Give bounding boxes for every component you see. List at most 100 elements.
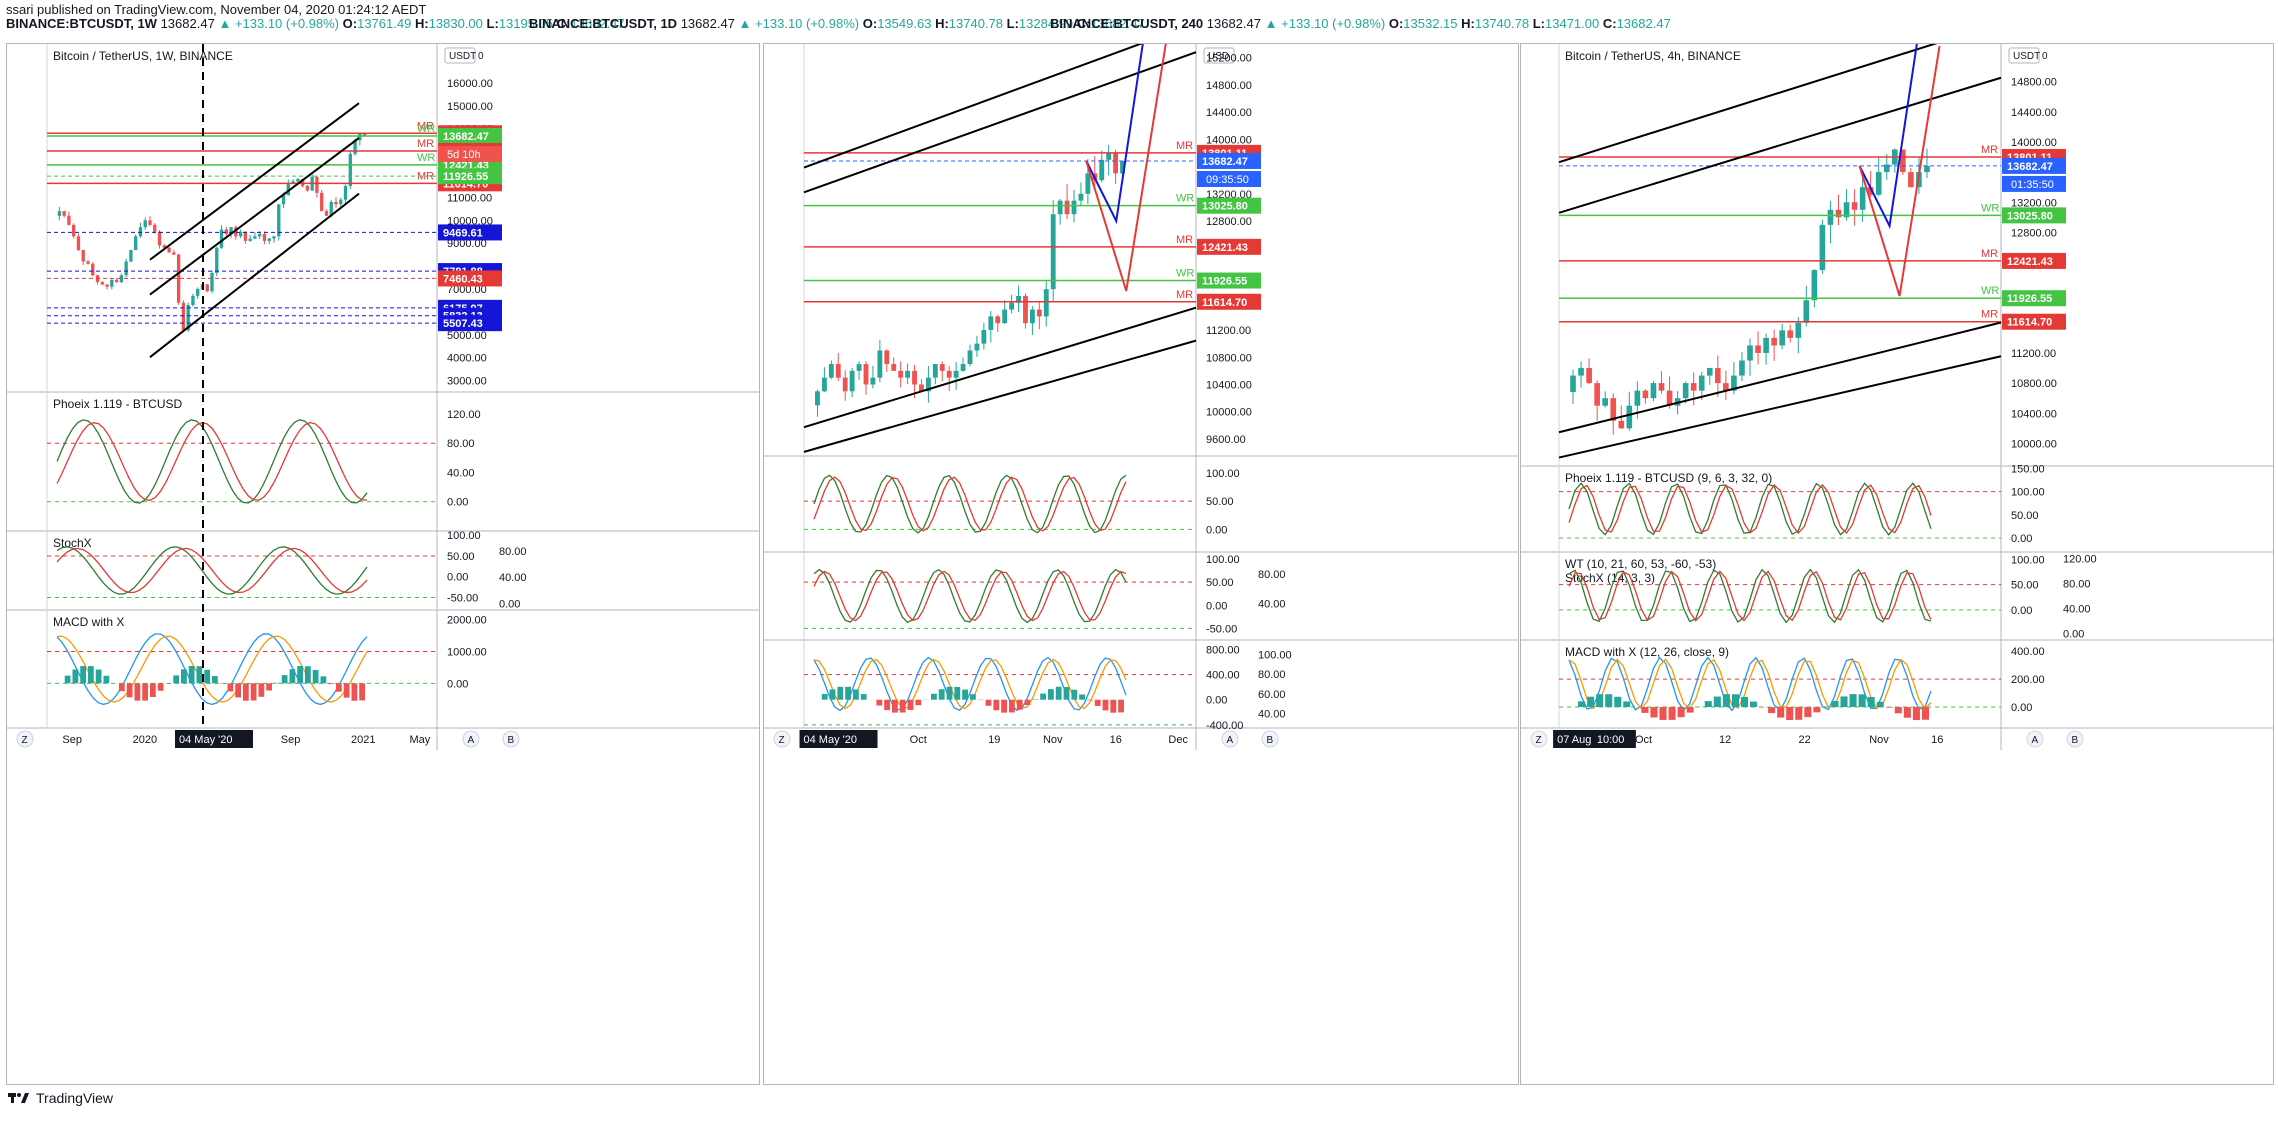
candle <box>262 234 267 241</box>
chart-panel-weekly[interactable]: Bitcoin / TetherUS, 1W, BINANCE USDT 0 1600… <box>6 43 760 1085</box>
candle <box>129 250 133 262</box>
macd-histogram-bar <box>305 666 311 684</box>
scale-button-label: B <box>1267 735 1274 746</box>
candle <box>828 364 834 378</box>
macd-histogram-bar <box>915 699 922 706</box>
candle <box>229 227 233 235</box>
candle <box>315 176 319 193</box>
scale-button-a[interactable] <box>2026 730 2044 748</box>
candle <box>1050 214 1056 290</box>
chart-panel-daily[interactable]: USD 15200.00 14800.00 14400.00 14000.00 13200… <box>763 43 1519 1085</box>
chart-svg-daily[interactable]: USD15200.0014800.0014400.0014000.0013200… <box>764 44 1518 1084</box>
indicator-tick-label: 150.00 <box>2011 463 2045 475</box>
price-tick-label: 14800.00 <box>2011 77 2057 89</box>
scale-button-z[interactable] <box>16 730 34 748</box>
candle <box>138 227 143 237</box>
candle <box>167 247 171 253</box>
macd-histogram-bar <box>1668 707 1676 720</box>
macd-histogram-bar <box>1641 707 1649 713</box>
candle <box>1859 187 1866 210</box>
level-label: MR <box>1176 289 1193 301</box>
chart-svg-h4[interactable]: Bitcoin / TetherUS, 4h, BINANCE USDT 0 1480… <box>1521 44 2273 1084</box>
header-symbol: BINANCE:BTCUSDT, 1D <box>529 16 678 31</box>
candle <box>1787 330 1794 338</box>
indicator-tick-label: 0.00 <box>2011 702 2032 714</box>
scale-button-z[interactable] <box>773 730 791 748</box>
indicator-tick-label: 50.00 <box>1206 496 1234 508</box>
header-close: 13682.47 <box>1090 16 1145 31</box>
indicator-tick-label: 0.00 <box>1206 695 1227 707</box>
chart-svg-weekly[interactable]: Bitcoin / TetherUS, 1W, BINANCE USDT 0 1600… <box>7 44 759 1084</box>
level-label: MR <box>1981 248 1998 260</box>
candle <box>939 364 945 371</box>
candle <box>1658 383 1665 391</box>
macd-histogram-bar <box>1614 696 1622 708</box>
macd-histogram-bar <box>173 675 179 684</box>
scale-button-a[interactable] <box>462 730 480 748</box>
macd-histogram-bar <box>954 686 961 700</box>
scale-button-z[interactable] <box>1530 730 1548 748</box>
candle <box>305 185 310 191</box>
candle <box>210 272 214 292</box>
candle <box>1811 270 1818 301</box>
candle <box>1723 383 1729 391</box>
candle <box>1036 309 1042 317</box>
price-tick-label: 10000.00 <box>1206 407 1252 419</box>
x-tick-label: Oct <box>1635 734 1652 746</box>
indicator-tick-label-secondary: 80.00 <box>2063 578 2091 590</box>
indicator-tick-label: 0.00 <box>2011 605 2032 617</box>
trend-channel-line <box>1558 321 2002 434</box>
indicator-tick-label: 0.00 <box>1206 524 1227 536</box>
level-label: MR <box>1176 234 1193 246</box>
candle <box>877 350 883 378</box>
candle <box>1747 345 1753 361</box>
header-last: 13682.47 <box>1206 16 1261 31</box>
candle <box>1618 420 1625 429</box>
macd-histogram-bar <box>1605 694 1613 708</box>
header-last: 13682.47 <box>680 16 735 31</box>
macd-histogram-bar <box>1048 689 1054 700</box>
indicator-title: MACD with X (12, 26, close, 9) <box>1565 645 1729 659</box>
macd-histogram-bar <box>250 683 257 701</box>
candle <box>821 377 827 392</box>
macd-histogram-bar <box>876 699 883 706</box>
macd-histogram-bar <box>1102 699 1109 711</box>
scale-button-label: Z <box>779 735 785 746</box>
trend-channel-line <box>149 192 360 358</box>
scale-button-b[interactable] <box>1261 730 1279 748</box>
candle <box>1755 345 1761 353</box>
candle <box>863 364 869 385</box>
scale-button-b[interactable] <box>2066 730 2084 748</box>
candle <box>1900 149 1906 173</box>
projection-arrow <box>1858 45 1941 297</box>
macd-histogram-bar <box>1912 707 1920 721</box>
candle <box>110 279 114 287</box>
price-tick-label: 10800.00 <box>2011 378 2057 390</box>
indicator-tick-label: 800.00 <box>1206 644 1240 656</box>
price-tag <box>438 315 502 332</box>
indicator-line <box>813 474 1127 534</box>
macd-histogram-bar <box>845 686 851 700</box>
level-label: MR <box>1981 309 1998 321</box>
indicator-tick-label: 80.00 <box>447 438 475 450</box>
header-daily: BINANCE:BTCUSDT, 1D 13682.47 ▲ +133.10 (… <box>529 16 1145 31</box>
level-label: WR <box>417 123 435 135</box>
price-tag <box>1197 293 1261 310</box>
indicator-tick-label: 400.00 <box>1206 670 1240 682</box>
macd-histogram-bar <box>134 683 141 701</box>
scale-button-b[interactable] <box>502 730 520 748</box>
candle <box>215 247 219 273</box>
price-tag <box>1197 238 1261 255</box>
chart-panel-h4[interactable]: Bitcoin / TetherUS, 4h, BINANCE USDT 0 1480… <box>1520 43 2274 1085</box>
trend-channel-line <box>803 339 1197 453</box>
scale-button-a[interactable] <box>1221 730 1239 748</box>
level-label: MR <box>417 120 434 132</box>
price-tag <box>1197 197 1261 214</box>
x-tick-label: 10:00 <box>1597 734 1625 746</box>
up-triangle-icon: ▲ <box>738 16 752 31</box>
macd-histogram-bar <box>1071 689 1078 700</box>
projection-arrow <box>1085 44 1144 225</box>
price-tag <box>1197 272 1261 289</box>
scale-button-label: B <box>508 735 515 746</box>
candle <box>281 195 286 205</box>
